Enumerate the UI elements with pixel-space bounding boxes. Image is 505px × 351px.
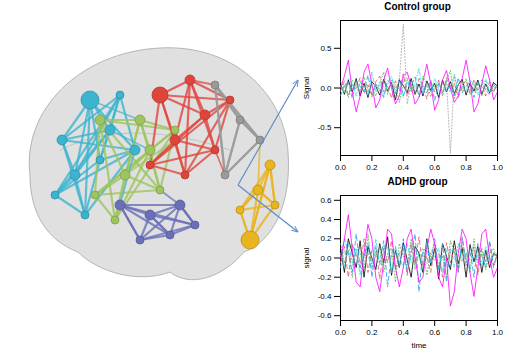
svg-text:0.4: 0.4 [398, 163, 410, 172]
svg-text:0.4: 0.4 [398, 328, 410, 337]
svg-text:0.2: 0.2 [366, 328, 378, 337]
svg-text:time: time [411, 341, 427, 350]
svg-text:-0.2: -0.2 [318, 273, 332, 282]
svg-text:0.6: 0.6 [429, 163, 441, 172]
svg-text:0.0: 0.0 [320, 84, 332, 93]
svg-text:0.8: 0.8 [461, 163, 473, 172]
svg-text:0.0: 0.0 [335, 163, 347, 172]
svg-text:1.0: 1.0 [492, 163, 504, 172]
svg-text:0.4: 0.4 [320, 215, 332, 224]
svg-text:-0.5: -0.5 [318, 123, 332, 132]
svg-text:0.6: 0.6 [429, 328, 441, 337]
svg-text:-0.4: -0.4 [318, 292, 332, 301]
svg-text:0.2: 0.2 [366, 163, 378, 172]
svg-text:Signal: Signal [302, 77, 311, 99]
svg-text:-0.6: -0.6 [318, 311, 332, 320]
html-text:Control group: Control group [384, 1, 451, 12]
svg-text:1.0: 1.0 [492, 328, 504, 337]
svg-text:signal: signal [302, 247, 311, 268]
svg-text:0.0: 0.0 [320, 254, 332, 263]
html-text:ADHD group: ADHD group [387, 176, 448, 187]
svg-text:0.6: 0.6 [320, 196, 332, 205]
svg-text:0.2: 0.2 [320, 234, 332, 243]
svg-text:0.5: 0.5 [320, 44, 332, 53]
svg-text:0.8: 0.8 [461, 328, 473, 337]
svg-text:0.0: 0.0 [335, 328, 347, 337]
